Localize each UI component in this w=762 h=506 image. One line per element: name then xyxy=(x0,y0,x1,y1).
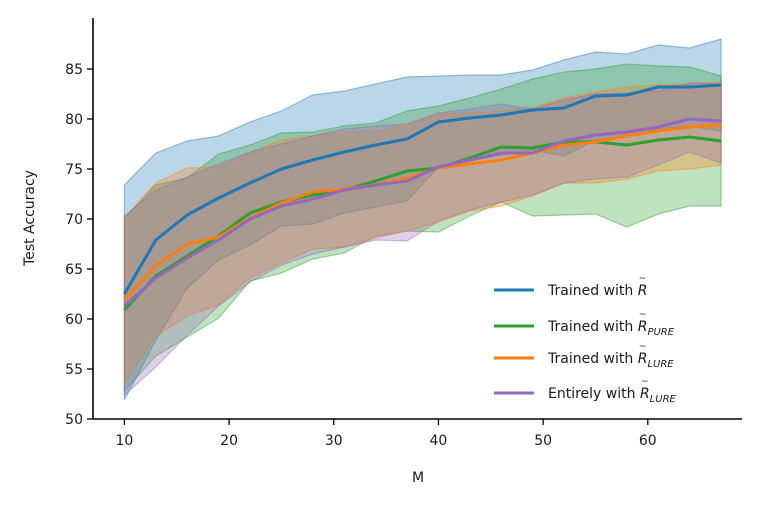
legend-tilde: ~ xyxy=(639,310,647,320)
y-tick-label: 80 xyxy=(65,112,83,128)
series-lines xyxy=(123,83,722,312)
x-tick-label: 20 xyxy=(220,433,238,449)
y-tick-label: 55 xyxy=(65,362,83,378)
y-tick-label: 75 xyxy=(65,162,83,178)
y-tick-label: 65 xyxy=(65,262,83,278)
band-series-4 xyxy=(123,82,722,397)
legend-entry-1: Trained with R~ xyxy=(494,274,647,299)
line-series-1 xyxy=(123,83,722,295)
x-tick-label: 10 xyxy=(115,433,133,449)
x-tick-label: 30 xyxy=(325,433,343,449)
axes: 10 20 30 40 50 60 50 55 60 65 70 75 80 85 xyxy=(65,18,742,449)
x-tick-label: 60 xyxy=(639,433,657,449)
legend-label: Trained with RLURE xyxy=(547,351,674,370)
band-series-3 xyxy=(123,81,722,385)
y-axis-title: Test Accuracy xyxy=(22,170,38,267)
x-axis-title: M xyxy=(412,470,424,486)
legend-tilde: ~ xyxy=(641,377,649,387)
legend-entry-4: Entirely with RLURE~ xyxy=(494,377,677,405)
legend-tilde: ~ xyxy=(639,342,647,352)
legend-label: Trained with RPURE xyxy=(547,319,675,338)
x-tick-label: 50 xyxy=(534,433,552,449)
legend-tilde: ~ xyxy=(639,274,647,284)
x-tick-label: 40 xyxy=(430,433,448,449)
line-series-4 xyxy=(123,117,722,308)
y-tick-label: 70 xyxy=(65,212,83,228)
band-series-1 xyxy=(123,38,722,401)
y-tick-label: 50 xyxy=(65,412,83,428)
legend: Trained with R~Trained with RPURE~Traine… xyxy=(494,274,677,405)
legend-entry-3: Trained with RLURE~ xyxy=(494,342,674,370)
legend-label: Entirely with RLURE xyxy=(548,386,677,405)
legend-label: Trained with R xyxy=(547,283,647,299)
y-tick-label: 85 xyxy=(65,62,83,78)
y-tick-label: 60 xyxy=(65,312,83,328)
legend-entry-2: Trained with RPURE~ xyxy=(494,310,675,338)
